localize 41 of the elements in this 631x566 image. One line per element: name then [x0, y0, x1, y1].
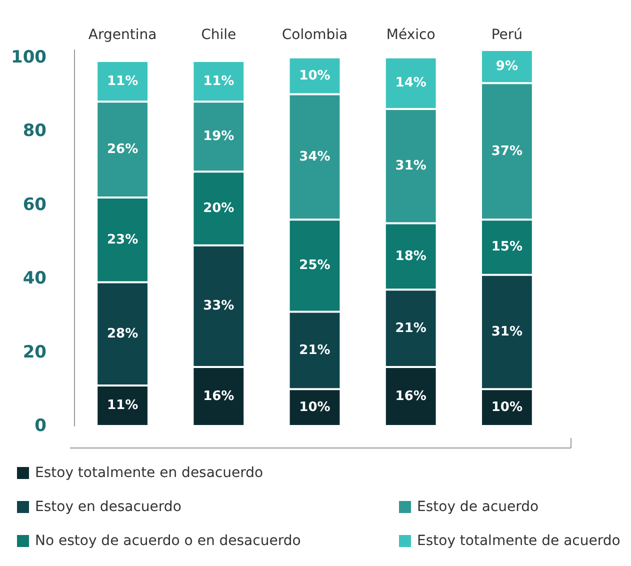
data-label: 21%	[395, 320, 426, 336]
data-label: 23%	[106, 232, 138, 248]
x-tick-label: Chile	[201, 27, 236, 43]
data-label: 10%	[299, 400, 330, 416]
data-label: 11%	[106, 74, 138, 89]
legend-label: Estoy en desacuerdo	[35, 499, 182, 515]
y-tick-label: 80	[22, 121, 47, 142]
data-label: 37%	[491, 144, 523, 159]
x-tick-label: Argentina	[88, 27, 157, 43]
y-tick-label: 100	[10, 47, 47, 68]
data-label: 15%	[491, 240, 523, 255]
legend-label: Estoy de acuerdo	[417, 499, 539, 515]
data-label: 34%	[299, 149, 330, 164]
data-label: 18%	[395, 248, 426, 264]
legend-label: No estoy de acuerdo o en desacuerdo	[35, 533, 301, 549]
data-label: 11%	[106, 398, 138, 414]
data-label: 16%	[203, 389, 234, 404]
x-tick-label: Colombia	[282, 27, 348, 43]
legend-label: Estoy totalmente de acuerdo	[417, 533, 620, 549]
data-label: 31%	[395, 158, 426, 174]
data-label: 33%	[203, 298, 234, 314]
data-label: 25%	[299, 258, 330, 274]
data-label: 16%	[395, 389, 426, 404]
y-tick-label: 20	[22, 342, 47, 362]
data-label: 28%	[106, 326, 138, 342]
data-label: 9%	[496, 59, 518, 74]
data-label: 21%	[299, 342, 330, 358]
data-label: 31%	[491, 324, 523, 340]
data-label: 14%	[395, 76, 426, 91]
x-tick-label: México	[386, 27, 436, 43]
y-tick-label: 0	[34, 416, 47, 436]
data-label: 11%	[203, 74, 234, 89]
data-label: 26%	[106, 142, 138, 158]
data-label: 20%	[203, 201, 234, 216]
x-tick-label: Perú	[491, 27, 523, 43]
y-tick-label: 60	[22, 194, 47, 215]
data-label: 10%	[491, 400, 523, 416]
data-label: 10%	[299, 68, 330, 84]
y-tick-label: 40	[22, 268, 47, 289]
data-label: 19%	[203, 129, 234, 144]
legend-label: Estoy totalmente en desacuerdo	[35, 465, 264, 481]
